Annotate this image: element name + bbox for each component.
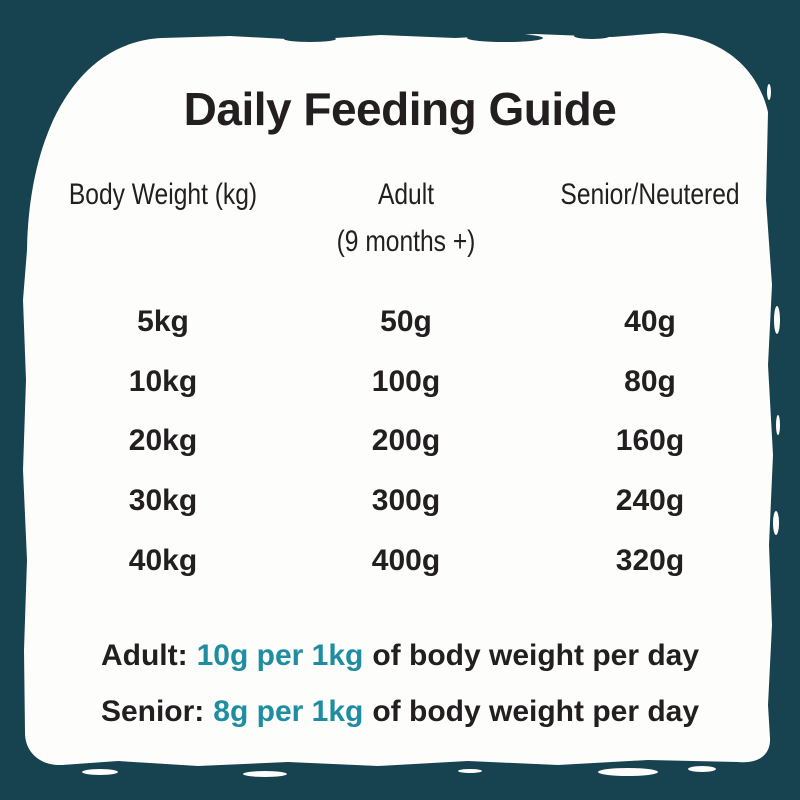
note-prefix: Senior: [100, 695, 205, 728]
table-row: 5kg 50g 40g [0, 302, 800, 342]
note-prefix: Adult: [100, 639, 188, 672]
table-row: 40kg 400g 320g [0, 541, 800, 581]
cell-adult-amount: 200g [371, 424, 441, 457]
cell-body-weight: 5kg [137, 305, 189, 338]
note-suffix: of body weight per day [372, 695, 700, 728]
cell-senior-amount: 240g [615, 484, 685, 517]
column-subheader-adult-age: (9 months +) [336, 225, 476, 258]
table-header-row: Body Weight (kg) Adult Senior/Neutered [0, 175, 800, 215]
cell-adult-amount: 400g [371, 544, 441, 577]
cell-senior-amount: 320g [615, 544, 685, 577]
cell-senior-amount: 80g [624, 365, 676, 398]
cell-body-weight: 20kg [128, 424, 198, 457]
cell-adult-amount: 300g [371, 484, 441, 517]
column-header-adult: Adult [377, 178, 435, 211]
cell-senior-amount: 160g [615, 424, 685, 457]
table-row: 20kg 200g 160g [0, 421, 800, 461]
table-row: 30kg 300g 240g [0, 481, 800, 521]
column-header-body-weight: Body Weight (kg) [68, 178, 258, 211]
cell-body-weight: 30kg [128, 484, 198, 517]
page-title: Daily Feeding Guide [183, 83, 617, 135]
note-suffix: of body weight per day [372, 639, 700, 672]
note-adult-dosage: Adult: 10g per 1kg of body weight per da… [0, 636, 800, 676]
cell-body-weight: 40kg [128, 544, 198, 577]
note-highlight: 8g per 1kg [213, 695, 364, 728]
column-header-senior-neutered: Senior/Neutered [560, 178, 740, 211]
cell-adult-amount: 100g [371, 365, 441, 398]
note-highlight: 10g per 1kg [196, 639, 364, 672]
cell-senior-amount: 40g [624, 305, 676, 338]
note-senior-dosage: Senior: 8g per 1kg of body weight per da… [0, 692, 800, 732]
table-row: 10kg 100g 80g [0, 362, 800, 402]
cell-adult-amount: 50g [380, 305, 432, 338]
cell-body-weight: 10kg [128, 365, 198, 398]
